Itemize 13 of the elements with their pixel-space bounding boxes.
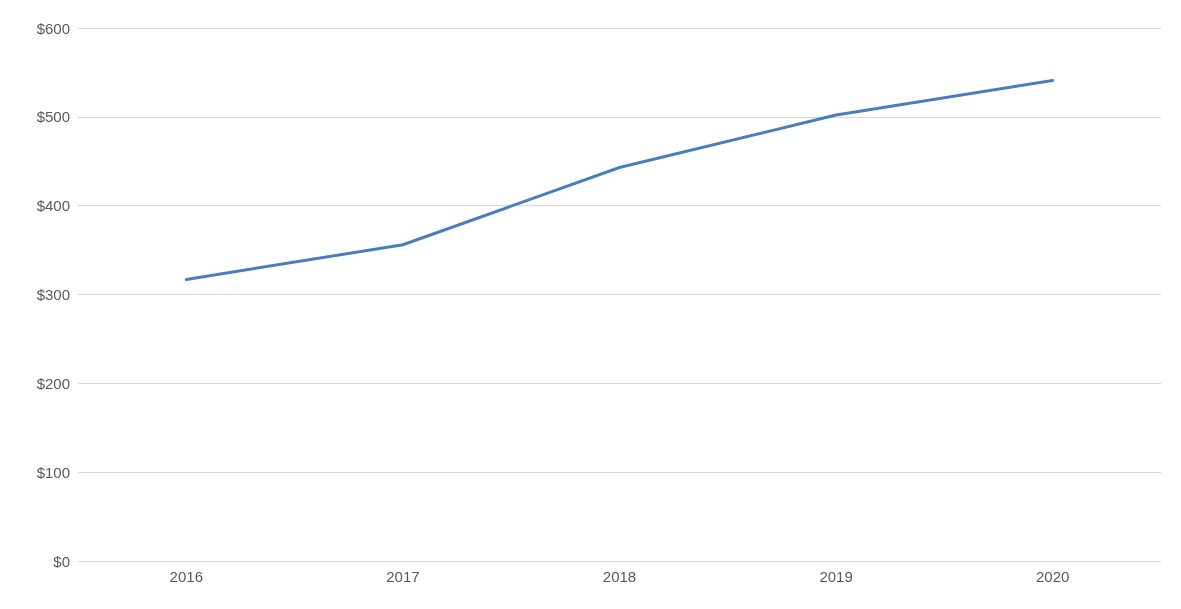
y-tick-label: $100 — [36, 463, 70, 481]
y-tick-label: $0 — [53, 552, 70, 570]
y-tick-label: $200 — [36, 374, 70, 392]
y-tick-label: $500 — [36, 108, 70, 126]
line-series — [184, 78, 1055, 281]
x-tick-label: 2020 — [1036, 568, 1070, 585]
y-tick-label: $300 — [36, 286, 70, 303]
x-tick-label: 2018 — [602, 568, 637, 585]
x-tick-label: 2017 — [386, 568, 420, 585]
y-tick-label: $400 — [36, 197, 70, 215]
y-tick-label: $600 — [36, 19, 70, 37]
x-tick-label: 2019 — [819, 568, 853, 585]
x-tick-label: 2016 — [169, 568, 203, 585]
